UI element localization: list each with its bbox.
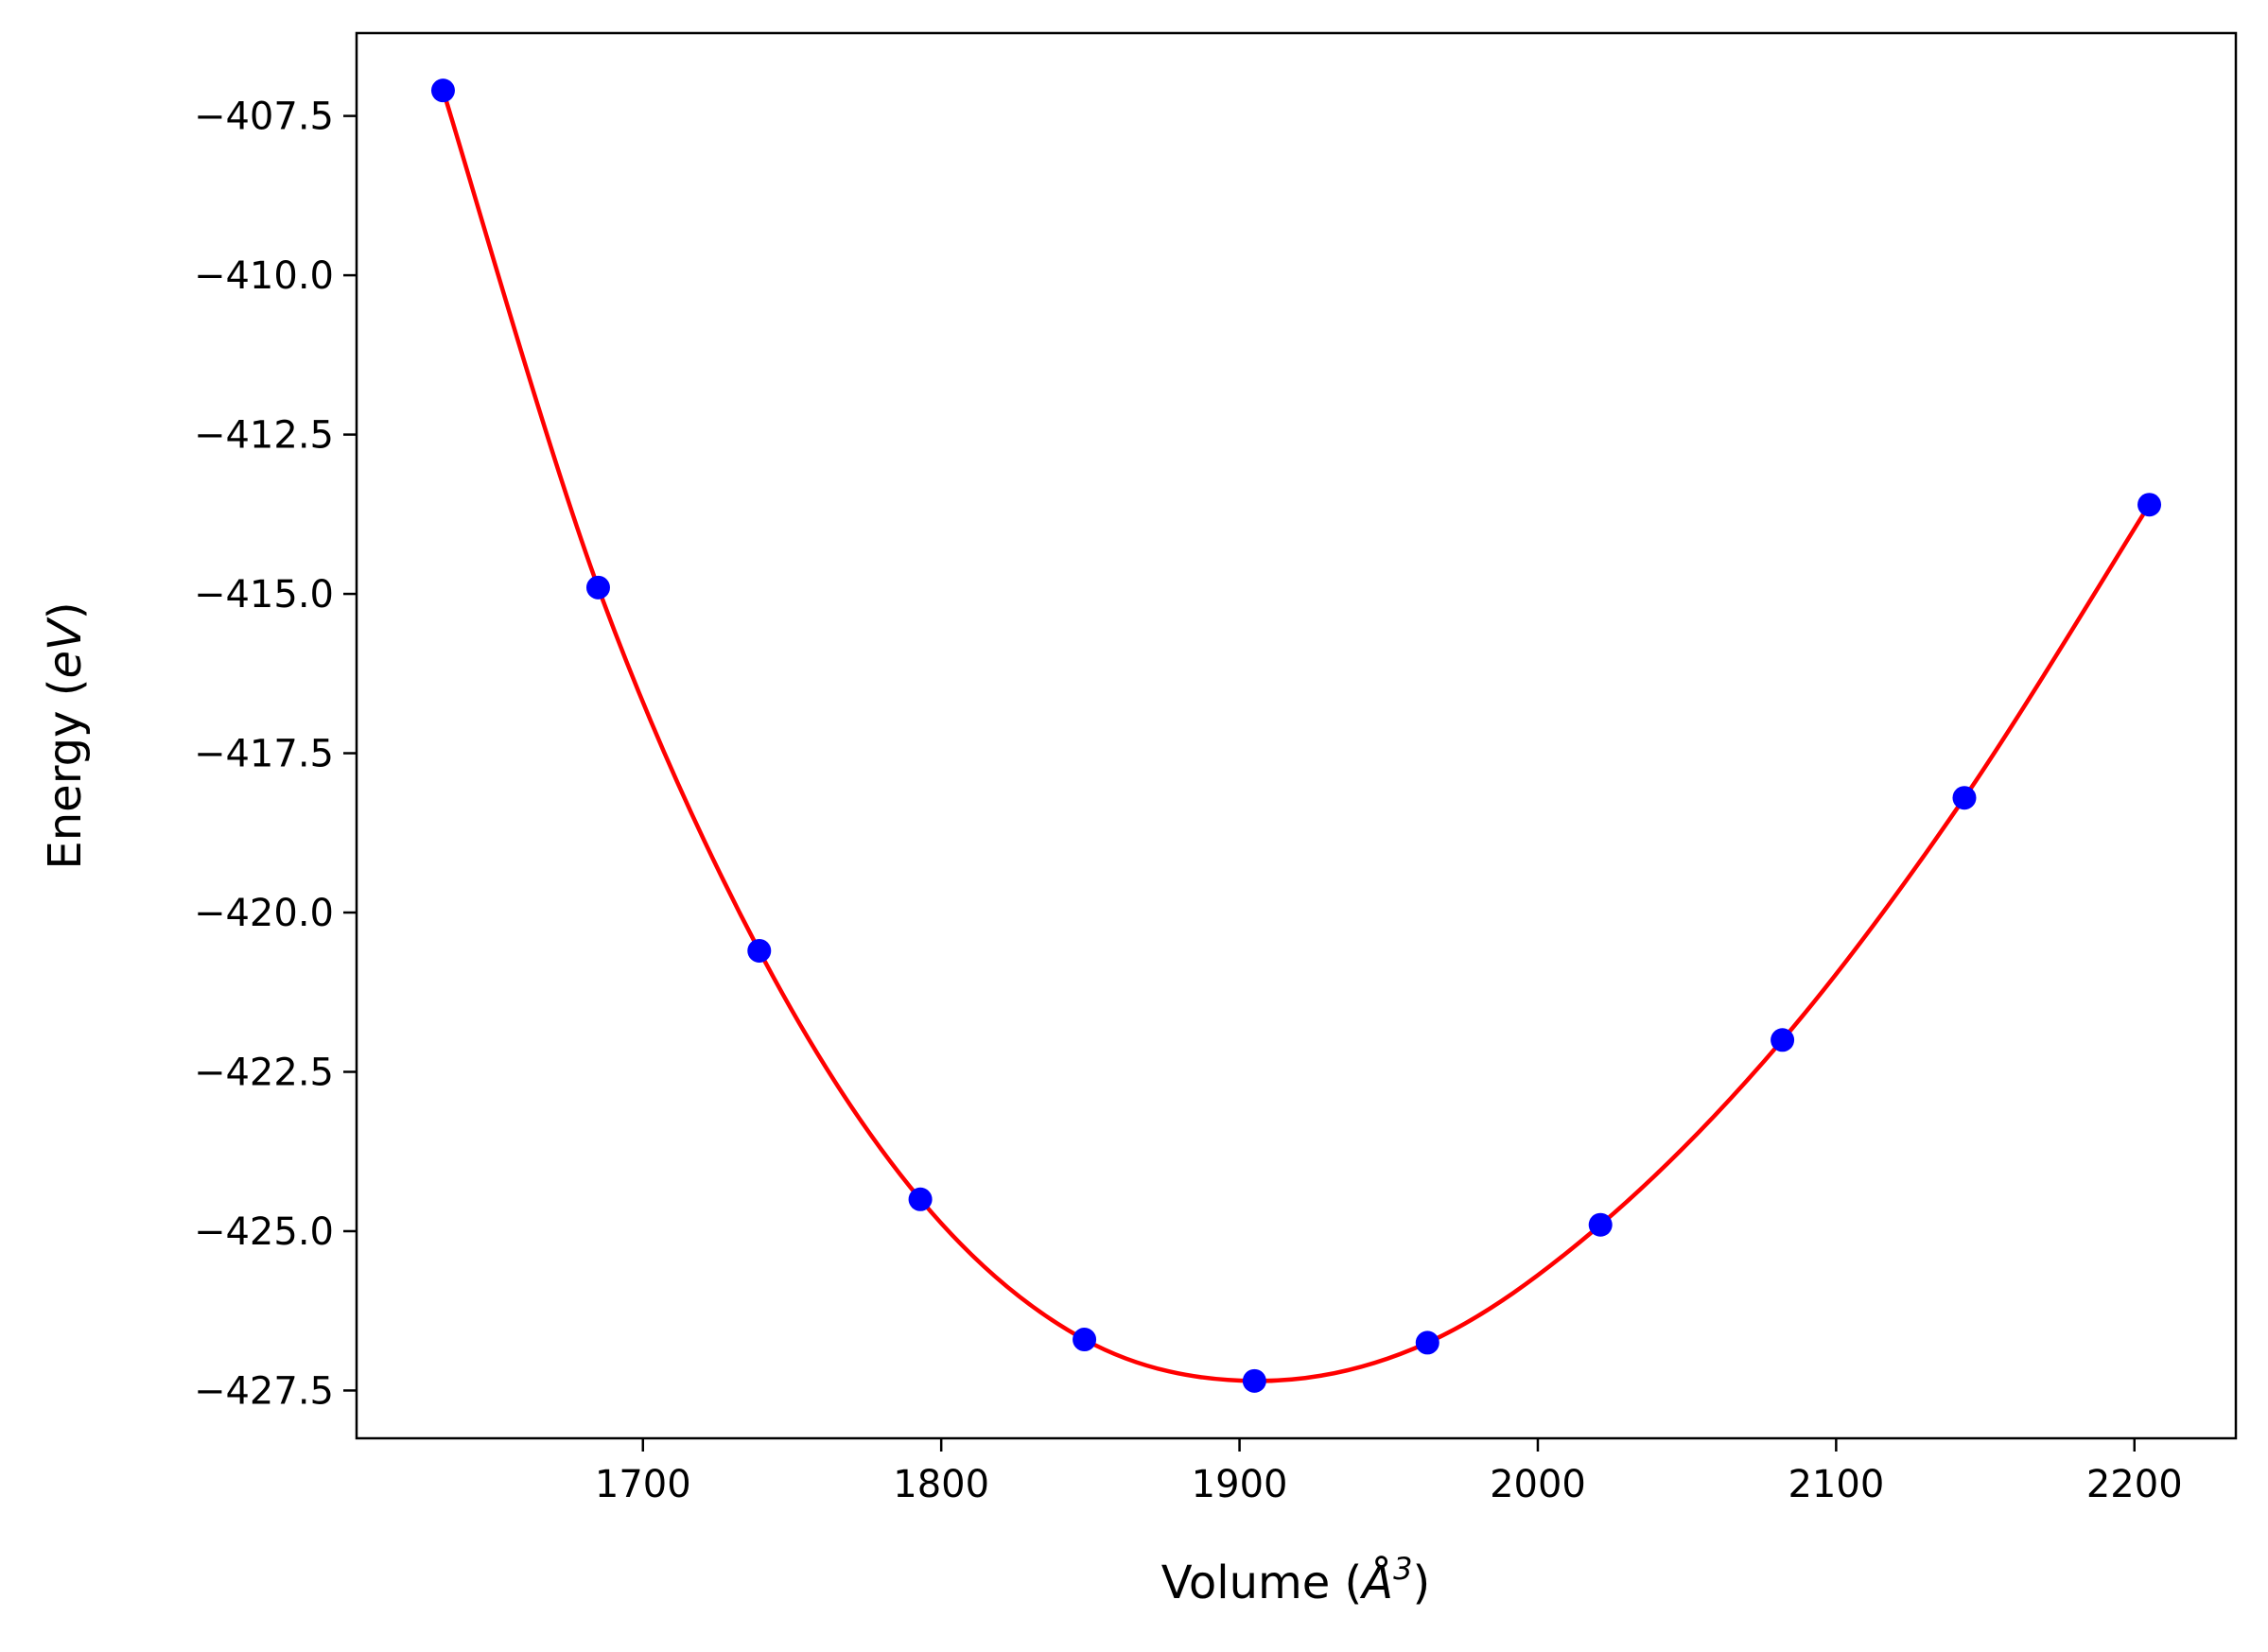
- x-tick-label: 1800: [893, 1463, 989, 1506]
- x-axis-label: Volume (Å3): [1161, 1551, 1430, 1609]
- y-tick-label: −412.5: [194, 414, 334, 458]
- data-point: [2137, 493, 2162, 517]
- data-point: [1771, 1028, 1795, 1052]
- y-axis-label: Energy (eV): [39, 601, 92, 869]
- data-point: [1242, 1368, 1266, 1393]
- x-tick-label: 1700: [595, 1463, 691, 1506]
- axes-frame: [355, 31, 2238, 1440]
- y-tick-label: −417.5: [194, 733, 334, 776]
- x-tick-label: 1900: [1192, 1463, 1288, 1506]
- y-tick-label: −427.5: [194, 1369, 334, 1413]
- y-tick-label: −407.5: [194, 96, 334, 139]
- data-point: [1952, 786, 1977, 810]
- data-point: [430, 78, 455, 103]
- data-point: [747, 938, 772, 963]
- x-tick-label: 2200: [2086, 1463, 2183, 1506]
- plot-area: [430, 78, 2162, 1393]
- x-tick-label: 2000: [1490, 1463, 1586, 1506]
- x-tick-label: 2100: [1788, 1463, 1884, 1506]
- y-tick-label: −422.5: [194, 1051, 334, 1094]
- data-point: [1073, 1328, 1097, 1352]
- x-axis-ticks: 1700 1800 1900 2000 2100 2200: [595, 1438, 2183, 1506]
- y-tick-label: −410.0: [194, 254, 334, 298]
- data-point: [585, 575, 610, 600]
- fit-curve-line: [441, 89, 2152, 1383]
- y-axis-ticks: −407.5 −410.0 −412.5 −415.0 −417.5 −420.0 −422…: [194, 96, 357, 1413]
- y-tick-label: −420.0: [194, 892, 334, 935]
- y-tick-label: −415.0: [194, 573, 334, 617]
- data-point: [1588, 1212, 1613, 1237]
- data-point: [1415, 1330, 1439, 1355]
- data-point: [908, 1187, 933, 1211]
- y-tick-label: −425.0: [194, 1210, 334, 1254]
